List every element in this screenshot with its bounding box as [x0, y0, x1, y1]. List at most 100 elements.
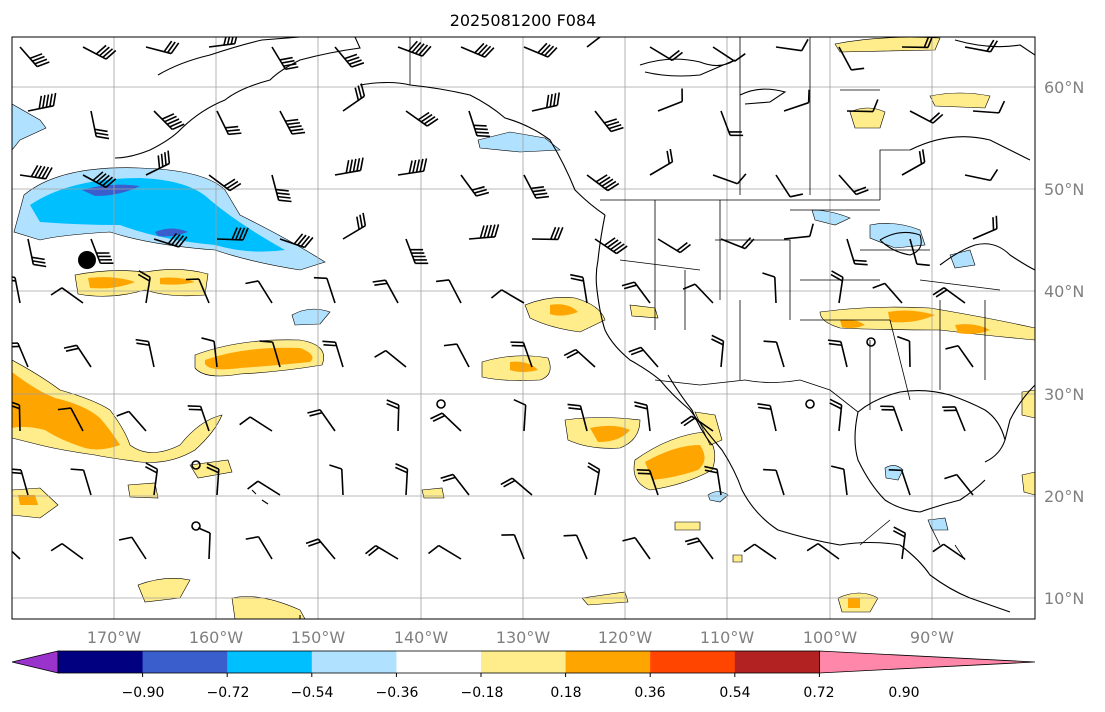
- yellow-region-small-9: [674, 521, 701, 531]
- colorbar-segment: [565, 651, 651, 673]
- blue-region-deep-1: [82, 184, 140, 196]
- wind-barb: [932, 287, 966, 304]
- wind-barb: [762, 272, 777, 304]
- wind-barb: [19, 46, 50, 68]
- wind-barb: [942, 406, 966, 432]
- coast-great-lakes: [939, 243, 1035, 271]
- wind-barb: [829, 398, 843, 432]
- wind-barb: [216, 110, 242, 136]
- wind-barb: [208, 174, 242, 192]
- blue-region-core: [30, 178, 285, 252]
- lon-label: 160°W: [189, 628, 244, 647]
- wind-barb: [531, 92, 561, 112]
- colorbar-tick-label: 0.72: [803, 685, 834, 701]
- orange-region-2: [205, 347, 313, 370]
- wind-barb: [513, 398, 527, 432]
- lon-label: 110°W: [700, 628, 755, 647]
- wind-barb: [570, 273, 588, 304]
- wind-barb: [430, 412, 462, 432]
- blue-region-baja: [707, 491, 729, 503]
- coast-florida: [1004, 384, 1035, 441]
- yellow-region-east-1: [1021, 389, 1035, 419]
- blue-region-alaska-coast: [477, 131, 561, 153]
- wind-barb: [440, 473, 470, 496]
- wind-barb: [116, 410, 147, 432]
- wind-barb: [19, 164, 53, 180]
- wind-barb: [628, 346, 659, 368]
- calm-marker: [191, 521, 201, 531]
- yellow-region-small-6: [231, 596, 306, 619]
- wind-barb: [523, 174, 550, 199]
- coastlines: [114, 37, 1035, 619]
- lon-label: 90°W: [910, 628, 954, 647]
- orange-region-small-3: [18, 495, 38, 505]
- wind-barb: [775, 38, 809, 52]
- calm-marker: [805, 399, 815, 409]
- wind-barb: [460, 174, 490, 197]
- wind-barb: [846, 238, 868, 266]
- wind-barb: [830, 465, 848, 496]
- lon-label: 150°W: [291, 628, 346, 647]
- colorbar-tick-label: −0.72: [207, 685, 250, 701]
- wind-barb: [82, 44, 117, 60]
- map-area: [12, 37, 1035, 619]
- island-1: [251, 489, 257, 495]
- colorbar-segment: [396, 651, 482, 673]
- wind-barb: [563, 534, 588, 560]
- wind-barb: [12, 468, 29, 496]
- wind-barb: [342, 83, 366, 112]
- wind-barb: [586, 37, 602, 48]
- wind-barb: [12, 550, 21, 560]
- orange-region-6: [590, 425, 630, 442]
- colorbar-segment: [481, 651, 567, 673]
- wind-barb: [397, 158, 428, 176]
- wind-barb: [307, 408, 336, 432]
- lat-label: 10°N: [1044, 589, 1084, 608]
- lat-label: 20°N: [1044, 487, 1084, 506]
- lon-label: 130°W: [496, 628, 551, 647]
- wind-barb: [50, 287, 84, 304]
- wind-barb: [313, 276, 336, 304]
- wind-barb: [594, 110, 624, 133]
- blue-region-central-america: [927, 517, 949, 531]
- lon-label: 140°W: [394, 628, 449, 647]
- blue-region-dateline: [12, 103, 47, 151]
- wind-barb: [783, 223, 814, 240]
- wind-barb: [374, 349, 407, 368]
- wind-barb: [70, 468, 92, 496]
- wind-barb: [216, 227, 249, 241]
- wind-barb: [682, 283, 714, 304]
- wind-barb: [334, 157, 364, 176]
- colorbar-tick-label: −0.54: [291, 685, 334, 701]
- coast-alaska-west: [114, 37, 361, 159]
- wind-barb: [405, 238, 429, 265]
- wind-barb: [622, 536, 651, 560]
- colorbar-tick-labels: −0.90 −0.72 −0.54 −0.36 −0.18 0.18 0.36 …: [122, 685, 920, 701]
- calm-marker: [436, 399, 446, 409]
- wind-barb: [435, 279, 462, 304]
- colorbar-tick-label: 0.18: [550, 685, 581, 701]
- wind-barb: [443, 343, 470, 368]
- wind-barb: [711, 334, 725, 368]
- coast-gulf-north: [857, 389, 1006, 463]
- wind-barb: [838, 46, 865, 71]
- wind-barb: [531, 226, 564, 241]
- negative-anomaly-shading: [12, 103, 976, 531]
- wind-barb: [135, 338, 155, 368]
- wind-barb: [657, 238, 691, 254]
- wind-barb: [964, 39, 999, 53]
- wind-barb: [334, 46, 365, 68]
- latitude-labels: 60°N 50°N 40°N 30°N 20°N 10°N: [1044, 78, 1084, 608]
- wind-barb: [82, 171, 117, 189]
- wind-barb: [587, 462, 601, 496]
- wind-barb: [271, 46, 299, 71]
- wind-barb: [329, 464, 344, 496]
- wind-barb: [239, 416, 273, 432]
- wind-barb: [757, 403, 777, 432]
- wind-barb: [932, 543, 966, 560]
- wind-barb: [428, 544, 462, 560]
- lat-label: 30°N: [1044, 385, 1084, 404]
- colorbar-outline: [57, 650, 820, 674]
- wind-barb: [872, 282, 903, 304]
- wind-barb: [397, 40, 432, 57]
